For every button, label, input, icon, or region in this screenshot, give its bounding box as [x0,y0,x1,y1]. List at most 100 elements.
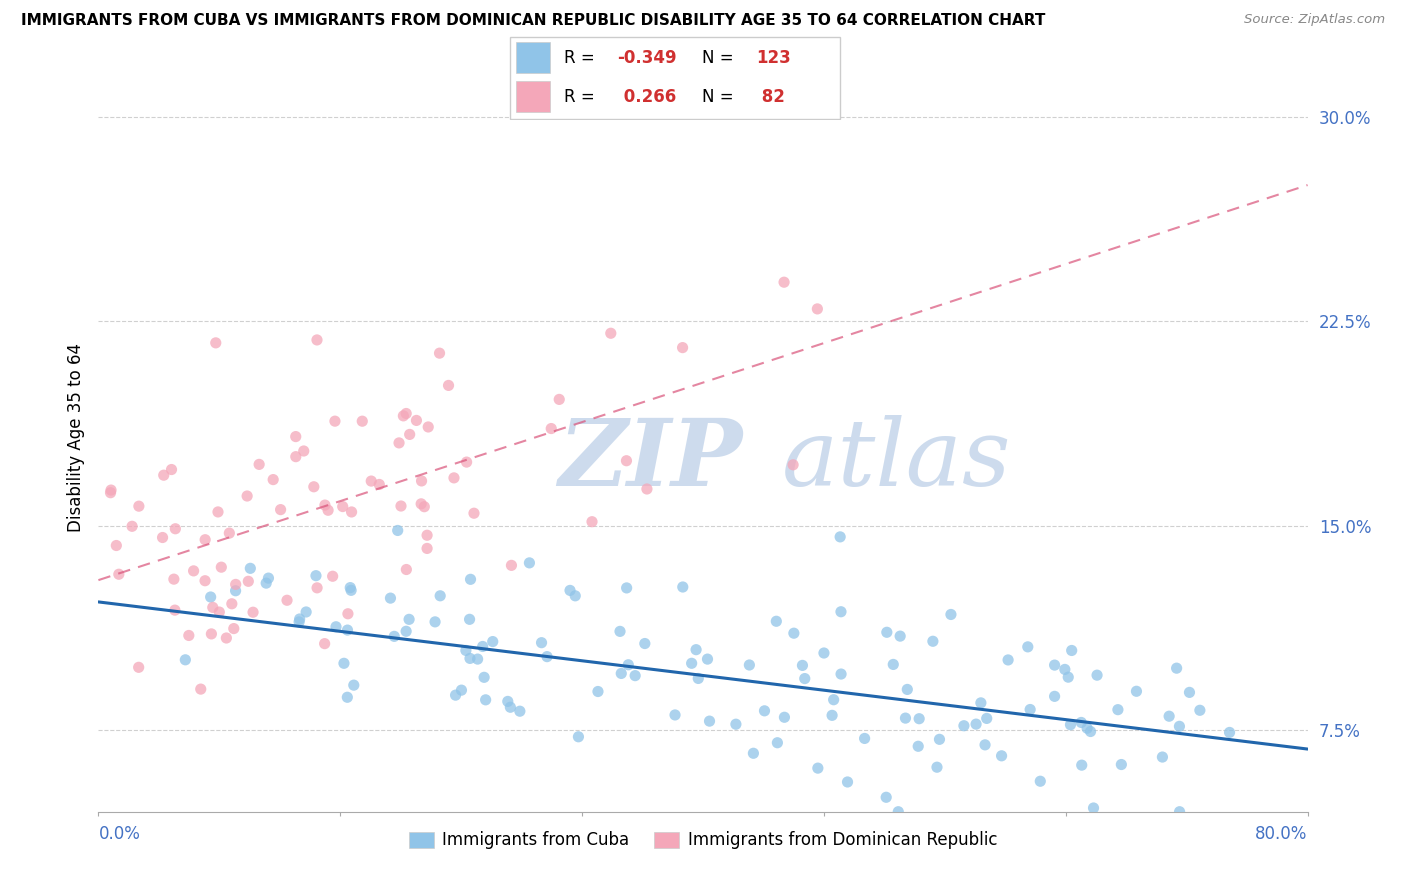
Point [907,739,929,754]
Point [121,519,143,533]
Point [437,378,460,392]
Point [295,605,318,619]
Point [443,471,465,485]
Point [558,583,581,598]
Point [200,590,222,604]
Text: atlas: atlas [782,415,1011,505]
Point [314,498,336,512]
Point [128,660,150,674]
Point [1085,668,1108,682]
Point [336,623,359,637]
Point [1059,717,1081,731]
Point [333,657,356,671]
Y-axis label: Disability Age 35 to 64: Disability Age 35 to 64 [66,343,84,532]
Point [792,658,814,673]
Point [782,458,804,472]
Point [586,684,609,698]
Point [671,341,693,355]
Point [160,462,183,476]
Point [830,667,852,681]
Point [405,413,427,427]
Point [456,455,478,469]
Point [1019,702,1042,716]
Point [207,505,229,519]
Point [467,652,489,666]
Point [389,499,412,513]
Point [887,805,910,819]
Point [302,480,325,494]
Point [783,626,806,640]
Point [821,708,844,723]
Bar [516,81,550,112]
Point [609,624,631,639]
Point [395,562,418,576]
Point [108,567,131,582]
Point [177,628,200,642]
Point [773,275,796,289]
Point [536,649,558,664]
Point [922,634,945,648]
Point [423,615,446,629]
Text: 80.0%: 80.0% [1256,825,1308,843]
Text: N =: N = [702,87,738,105]
Point [190,682,212,697]
Point [472,670,495,684]
Point [1070,758,1092,772]
Point [222,622,245,636]
Point [724,717,747,731]
Point [1168,719,1191,733]
Point [458,612,481,626]
Point [837,775,859,789]
Point [305,333,328,347]
Point [481,634,503,648]
Point [806,301,828,316]
Point [970,696,993,710]
Point [201,600,224,615]
Point [471,640,494,654]
Point [925,760,948,774]
Point [288,615,311,629]
Text: 123: 123 [756,49,790,67]
Point [152,531,174,545]
Point [288,612,311,626]
Point [174,653,197,667]
Point [292,444,315,458]
Point [418,420,440,434]
Point [368,477,391,491]
Text: -0.349: -0.349 [617,49,678,67]
Point [215,631,238,645]
Text: 0.0%: 0.0% [98,825,141,843]
Point [624,668,647,682]
Point [875,790,897,805]
Legend: Immigrants from Cuba, Immigrants from Dominican Republic: Immigrants from Cuba, Immigrants from Do… [402,824,1004,855]
Text: IMMIGRANTS FROM CUBA VS IMMIGRANTS FROM DOMINICAN REPUBLIC DISABILITY AGE 35 TO : IMMIGRANTS FROM CUBA VS IMMIGRANTS FROM … [21,13,1046,29]
Point [1083,801,1105,815]
Point [307,581,329,595]
Point [617,657,640,672]
Point [242,605,264,619]
Point [398,612,420,626]
Point [939,607,962,622]
Point [247,458,270,472]
Point [830,530,852,544]
Point [128,499,150,513]
Point [616,454,638,468]
Point [236,489,259,503]
Point [509,704,531,718]
Point [380,591,402,606]
Point [664,708,686,723]
Point [460,572,482,586]
Point [928,732,950,747]
Point [336,690,359,705]
Point [765,614,787,628]
Point [974,738,997,752]
Point [1076,721,1098,735]
Point [807,761,830,775]
Point [105,539,128,553]
Point [1166,661,1188,675]
Point [501,558,523,573]
Point [540,421,562,435]
Point [257,571,280,585]
Text: Source: ZipAtlas.com: Source: ZipAtlas.com [1244,13,1385,27]
Point [336,607,359,621]
